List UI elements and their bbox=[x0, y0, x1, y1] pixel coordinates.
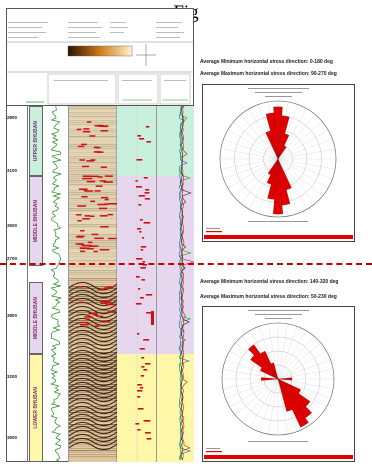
zone-label-middle-bhuban: MIDDLE BHUBAN bbox=[29, 176, 43, 266]
depth-mark: 2800 bbox=[7, 115, 18, 120]
depth-mark: 3100 bbox=[7, 168, 18, 173]
upper-rose-diagram bbox=[204, 88, 353, 239]
zone-label-upper-bhuban: UPPER BHUBAN bbox=[29, 106, 43, 176]
breakout-track bbox=[117, 106, 157, 462]
depth-mark: 2700 bbox=[7, 256, 18, 261]
depth-mark: 3200 bbox=[7, 374, 18, 379]
depth-mark: 3800 bbox=[7, 313, 18, 318]
depth-mark: 3500 bbox=[7, 223, 18, 228]
borehole-image bbox=[68, 106, 118, 462]
image-log-track bbox=[68, 106, 118, 462]
zone-label-middle-bhuban: MIDDLE BHUBAN bbox=[29, 282, 43, 354]
lower-min-stress-caption: Average Minimum horizontal stress direct… bbox=[200, 279, 339, 285]
caliper-track bbox=[157, 105, 196, 462]
lower-rose-panel bbox=[202, 306, 355, 462]
gamma-ray-curve bbox=[50, 105, 63, 463]
upper-min-stress-caption: Average Minimum horizontal stress direct… bbox=[200, 59, 333, 65]
gamma-ray-track bbox=[43, 105, 69, 463]
lower-rose-diagram bbox=[204, 310, 353, 459]
depth-column bbox=[6, 106, 28, 462]
log-header bbox=[6, 8, 194, 106]
breakout-marks bbox=[135, 106, 154, 462]
interval-separator bbox=[0, 263, 372, 265]
zone-label-lower-bhuban: LOWER BHUBAN bbox=[29, 354, 43, 462]
upper-rose-panel bbox=[202, 84, 355, 242]
depth-mark: 3500 bbox=[7, 435, 18, 440]
upper-max-stress-caption: Average Maximum horizontal stress direct… bbox=[200, 71, 337, 77]
lower-max-stress-caption: Average Maximum horizontal stress direct… bbox=[200, 294, 337, 300]
log-header-graphics bbox=[6, 22, 194, 105]
caliper-curves bbox=[178, 105, 196, 461]
